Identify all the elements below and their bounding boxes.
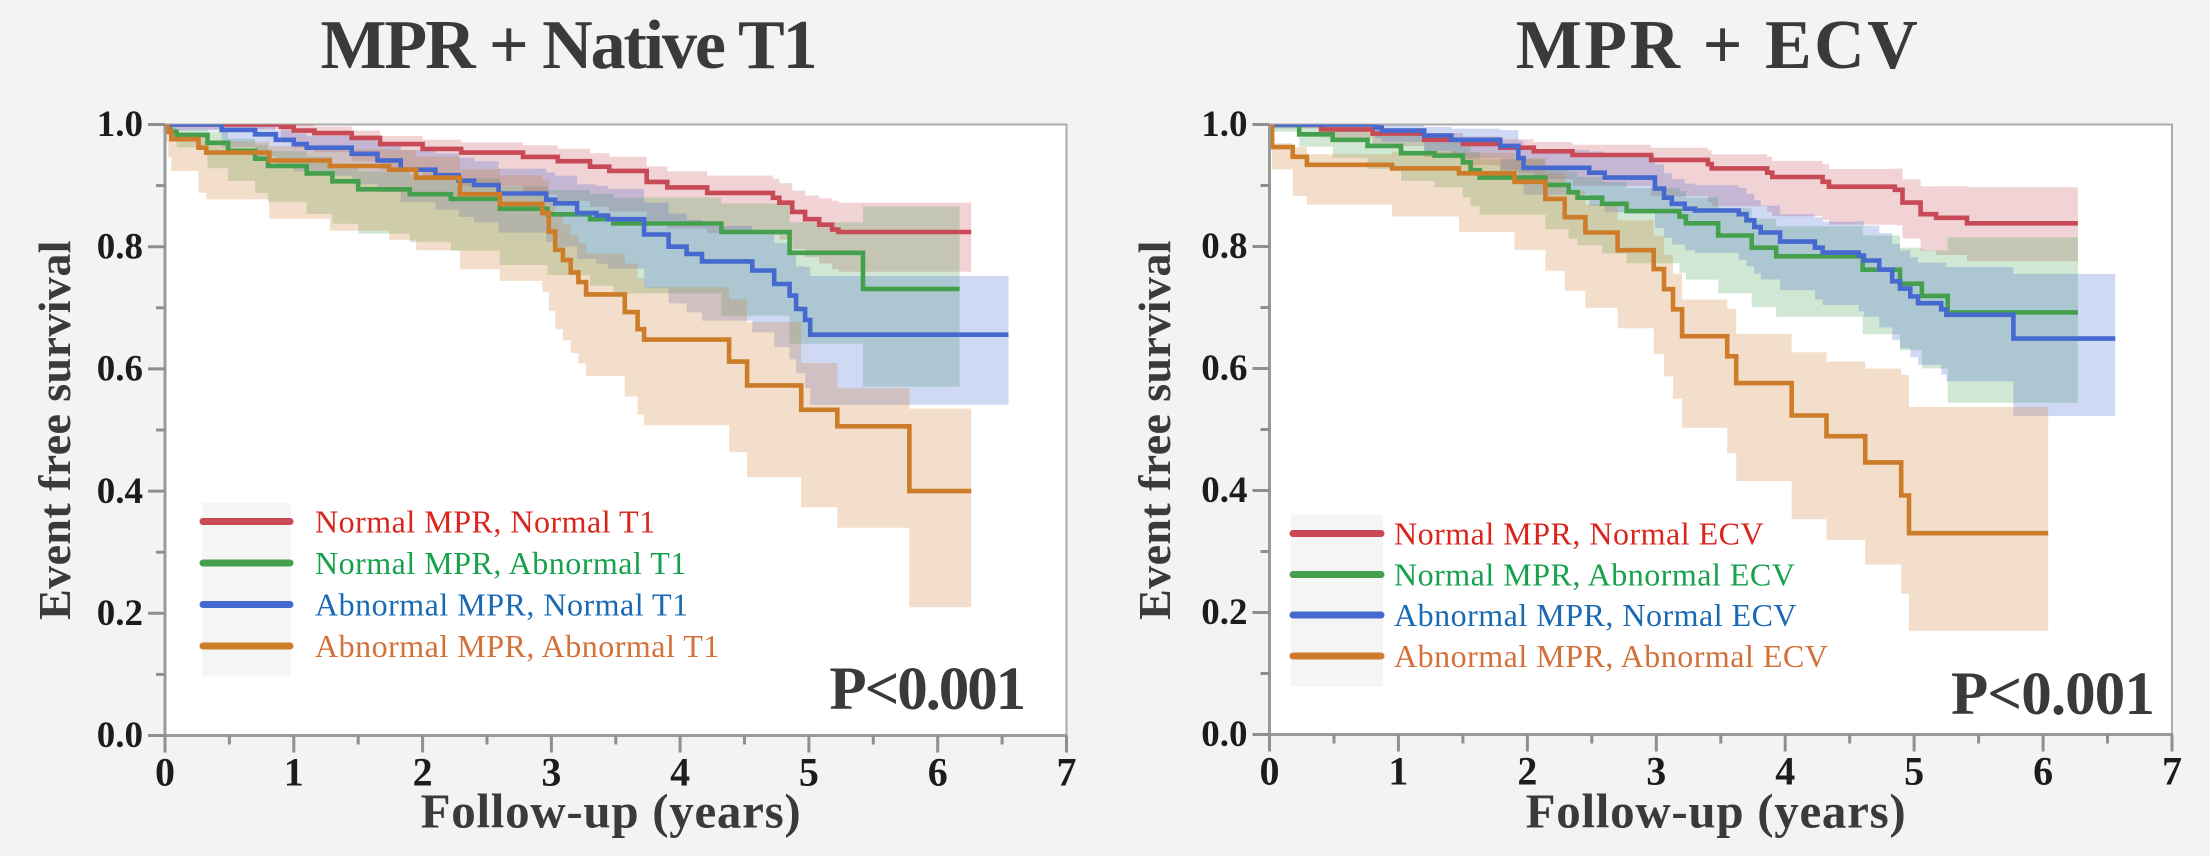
svg-text:0: 0 [155, 750, 175, 795]
svg-text:4: 4 [1775, 749, 1795, 794]
svg-text:0.4: 0.4 [1201, 470, 1247, 511]
svg-text:0.4: 0.4 [97, 471, 143, 512]
svg-text:6: 6 [2033, 749, 2053, 794]
svg-text:7: 7 [1057, 750, 1077, 795]
svg-text:1: 1 [1388, 749, 1408, 794]
svg-text:Abnormal MPR, Normal T1: Abnormal MPR, Normal T1 [315, 586, 689, 622]
svg-text:1.0: 1.0 [97, 104, 143, 145]
svg-text:1: 1 [284, 750, 304, 795]
svg-text:Abnormal MPR, Normal ECV: Abnormal MPR, Normal ECV [1394, 597, 1797, 633]
svg-text:6: 6 [928, 750, 948, 795]
svg-text:Normal MPR, Abnormal T1: Normal MPR, Abnormal T1 [315, 545, 687, 581]
svg-text:0.8: 0.8 [1201, 226, 1247, 267]
svg-text:3: 3 [541, 750, 561, 795]
svg-text:Event free survival: Event free survival [1129, 240, 1180, 620]
svg-text:7: 7 [2162, 749, 2182, 794]
svg-text:Follow-up (years): Follow-up (years) [421, 784, 802, 839]
svg-text:4: 4 [670, 750, 690, 795]
svg-text:Normal MPR, Normal ECV: Normal MPR, Normal ECV [1394, 515, 1764, 551]
svg-text:3: 3 [1646, 749, 1666, 794]
svg-text:0.6: 0.6 [1201, 348, 1247, 389]
svg-text:Event free survival: Event free survival [29, 240, 80, 620]
svg-text:0.2: 0.2 [97, 593, 143, 634]
svg-text:P<0.001: P<0.001 [829, 656, 1024, 723]
svg-text:Follow-up (years): Follow-up (years) [1526, 784, 1907, 839]
svg-text:0.6: 0.6 [97, 349, 143, 390]
svg-text:P<0.001: P<0.001 [1951, 661, 2154, 728]
svg-text:MPR + ECV: MPR + ECV [1516, 7, 1921, 84]
svg-text:2: 2 [413, 750, 433, 795]
svg-text:5: 5 [1904, 749, 1924, 794]
svg-text:1.0: 1.0 [1201, 104, 1247, 145]
svg-text:Abnormal MPR, Abnormal T1: Abnormal MPR, Abnormal T1 [315, 628, 720, 664]
svg-text:MPR + Native T1: MPR + Native T1 [320, 7, 815, 84]
svg-text:Normal MPR, Normal T1: Normal MPR, Normal T1 [315, 503, 656, 539]
svg-text:Normal MPR, Abnormal ECV: Normal MPR, Abnormal ECV [1394, 556, 1795, 592]
svg-text:0.0: 0.0 [97, 715, 143, 756]
svg-text:0.8: 0.8 [97, 226, 143, 267]
svg-text:2: 2 [1517, 749, 1537, 794]
svg-text:0.2: 0.2 [1201, 592, 1247, 633]
svg-text:5: 5 [799, 750, 819, 795]
svg-text:0: 0 [1260, 749, 1280, 794]
svg-text:0.0: 0.0 [1201, 714, 1247, 755]
svg-text:Abnormal MPR, Abnormal ECV: Abnormal MPR, Abnormal ECV [1394, 638, 1828, 674]
